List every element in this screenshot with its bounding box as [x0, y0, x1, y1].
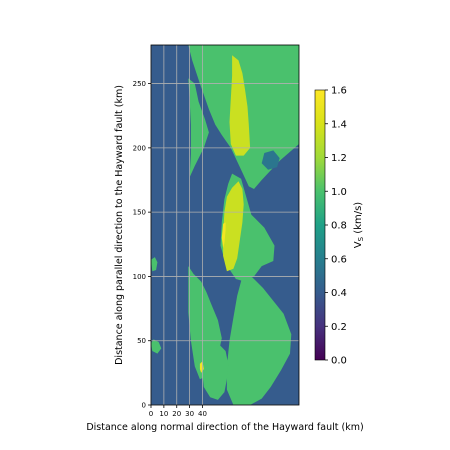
plot-frame [150, 44, 300, 406]
y-tick-label: 200 [133, 144, 146, 152]
region-west-strip-upper [188, 78, 209, 178]
x-tick-label: 0 [149, 410, 153, 418]
x-tick-label: 10 [159, 410, 168, 418]
colorbar-tick-label: 1.2 [331, 153, 347, 164]
x-tick-label: 40 [198, 410, 207, 418]
heatmap-plot: 0 10 20 30 40 0 50 100 150 200 250 Distance along… [86, 44, 364, 433]
colorbar-label: VS (km/s) [353, 202, 365, 248]
grid-lines [151, 45, 299, 405]
colorbar-ticks: 0.0 0.2 0.4 0.6 0.8 1.0 1.2 1.4 1.6 [325, 86, 347, 367]
colorbar: 0.0 0.2 0.4 0.6 0.8 1.0 1.2 1.4 1.6 VS (km/s) [314, 86, 365, 367]
colorbar-tick-label: 0.2 [331, 322, 347, 333]
colorbar-tick-label: 1.6 [331, 86, 347, 97]
colorbar-tick-label: 1.4 [331, 119, 347, 130]
y-tick-label: 250 [133, 80, 146, 88]
region-high-velocity-lower [223, 181, 244, 272]
region-far-west-speck [151, 339, 162, 354]
velocity-regions [151, 45, 299, 405]
y-tick-label: 0 [142, 402, 146, 410]
y-tick-label: 150 [133, 209, 146, 217]
colorbar-tick-label: 0.4 [331, 288, 347, 299]
y-axis-label: Distance along parallel direction to the… [114, 85, 125, 365]
colorbar-tick-label: 0.0 [331, 356, 347, 367]
y-axis: 0 50 100 150 200 250 [133, 80, 151, 410]
x-tick-label: 30 [185, 410, 194, 418]
y-tick-label: 50 [137, 337, 146, 345]
region-low-velocity-pocket [261, 150, 280, 170]
colorbar-tick-label: 0.6 [331, 254, 347, 265]
region-west-edge-speck [151, 257, 158, 272]
region-southwest-patch [202, 343, 229, 400]
x-axis-label: Distance along normal direction of the H… [86, 422, 363, 433]
region-peak-velocity-sliver [221, 222, 226, 249]
x-axis: 0 10 20 30 40 [149, 405, 207, 418]
colorbar-gradient [314, 89, 326, 361]
x-tick-label: 20 [172, 410, 181, 418]
y-tick-label: 100 [133, 273, 146, 281]
colorbar-tick-label: 1.0 [331, 187, 347, 198]
region-high-velocity-upper [229, 55, 251, 156]
colorbar-tick-label: 0.8 [331, 221, 347, 232]
